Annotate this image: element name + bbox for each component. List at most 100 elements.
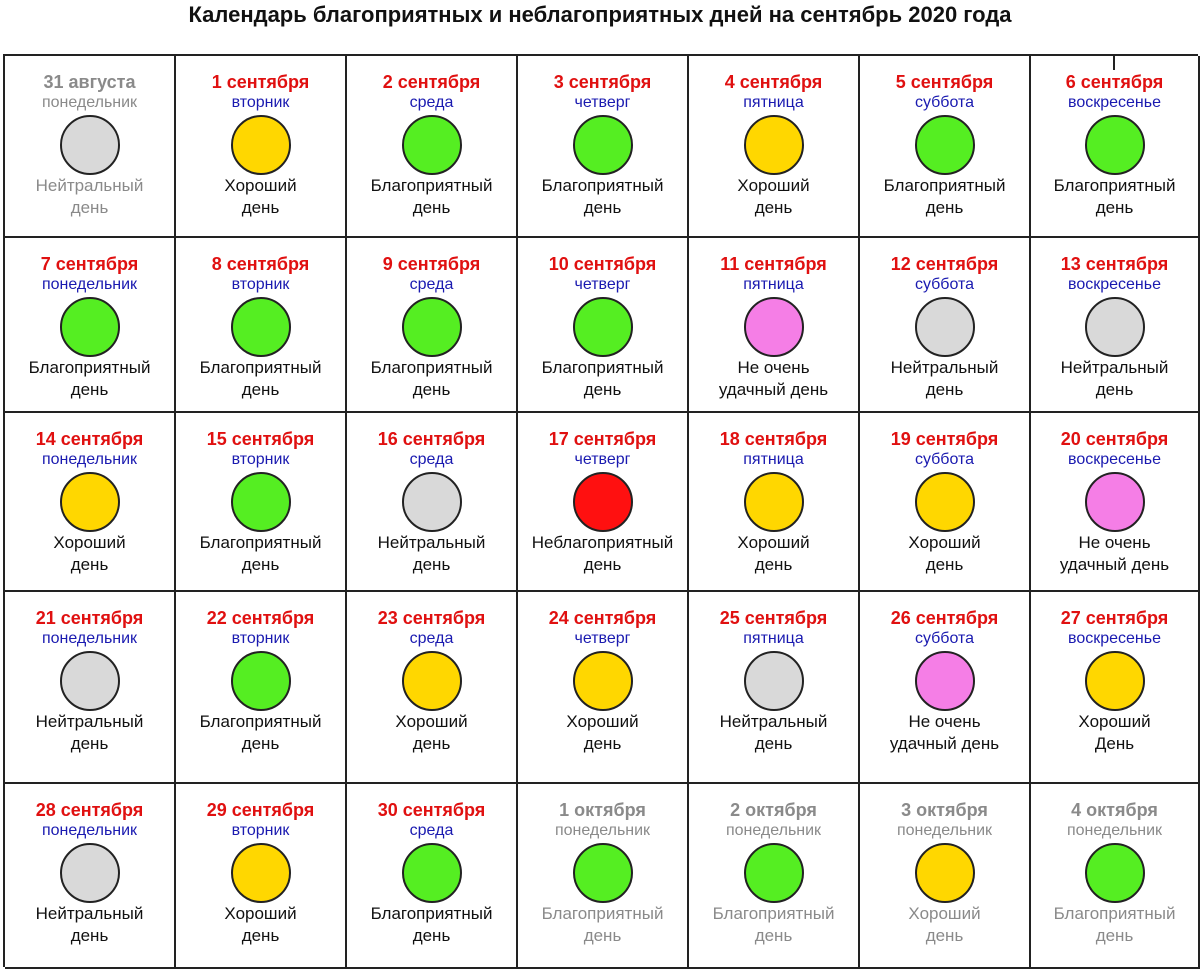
day-weekday: четверг <box>574 630 631 647</box>
day-description: Благоприятный день <box>541 904 664 945</box>
day-cell: 28 сентября понедельник Нейтральный день <box>5 784 176 969</box>
day-status-circle-icon <box>230 472 291 532</box>
day-description: Благоприятный день <box>541 176 664 217</box>
day-weekday: четверг <box>574 276 631 293</box>
day-status-circle-icon <box>1084 115 1145 175</box>
day-description: Хороший день <box>908 904 981 945</box>
day-description: Нейтральный день <box>35 712 144 753</box>
day-description: Нейтральный день <box>35 904 144 945</box>
day-date: 10 сентября <box>548 254 657 274</box>
day-cell: 25 сентября пятница Нейтральный день <box>689 592 860 784</box>
day-weekday: вторник <box>231 822 290 839</box>
day-cell: 21 сентября понедельник Нейтральный день <box>5 592 176 784</box>
day-cell: 26 сентября суббота Не очень удачный день <box>860 592 1031 784</box>
day-cell: 30 сентября среда Благоприятный день <box>347 784 518 969</box>
day-status-circle-icon <box>572 651 633 711</box>
day-status-circle-icon <box>572 297 633 357</box>
day-cell: 6 сентября воскресенье Благоприятный день <box>1031 56 1200 238</box>
day-description: Не очень удачный день <box>889 712 1000 753</box>
day-description: Благоприятный день <box>28 358 151 399</box>
day-cell: 11 сентября пятница Не очень удачный день <box>689 238 860 413</box>
day-weekday: вторник <box>231 630 290 647</box>
day-weekday: среда <box>409 276 454 293</box>
day-date: 31 августа <box>43 72 136 92</box>
day-weekday: вторник <box>231 94 290 111</box>
day-description: Нейтральный день <box>890 358 999 399</box>
day-cell: 8 сентября вторник Благоприятный день <box>176 238 347 413</box>
day-weekday: четверг <box>574 94 631 111</box>
day-weekday: понедельник <box>41 630 138 647</box>
day-weekday: пятница <box>743 276 804 293</box>
divider-tick <box>1113 54 1115 70</box>
day-status-circle-icon <box>230 651 291 711</box>
day-cell: 13 сентября воскресенье Нейтральный день <box>1031 238 1200 413</box>
day-date: 4 октября <box>1071 800 1158 820</box>
day-status-circle-icon <box>1084 651 1145 711</box>
page-title: Календарь благоприятных и неблагоприятны… <box>188 2 1012 27</box>
day-weekday: суббота <box>914 630 975 647</box>
day-status-circle-icon <box>59 843 120 903</box>
day-date: 28 сентября <box>35 800 144 820</box>
day-cell: 1 октября понедельник Благоприятный день <box>518 784 689 969</box>
day-description: Благоприятный день <box>370 904 493 945</box>
day-weekday: среда <box>409 94 454 111</box>
day-date: 8 сентября <box>211 254 310 274</box>
day-date: 16 сентября <box>377 429 486 449</box>
day-description: Благоприятный день <box>199 358 322 399</box>
day-cell: 4 сентября пятница Хороший день <box>689 56 860 238</box>
day-cell: 7 сентября понедельник Благоприятный день <box>5 238 176 413</box>
day-cell: 17 сентября четверг Неблагоприятный день <box>518 413 689 592</box>
day-cell: 12 сентября суббота Нейтральный день <box>860 238 1031 413</box>
day-weekday: понедельник <box>41 451 138 468</box>
day-description: Хороший день <box>53 533 126 574</box>
day-weekday: пятница <box>743 630 804 647</box>
day-cell: 29 сентября вторник Хороший день <box>176 784 347 969</box>
day-weekday: среда <box>409 822 454 839</box>
calendar-grid: 31 августа понедельник Нейтральный день 1 с… <box>3 54 1200 969</box>
day-description: Хороший день <box>566 712 639 753</box>
day-status-circle-icon <box>230 843 291 903</box>
day-date: 17 сентября <box>548 429 657 449</box>
day-status-circle-icon <box>743 472 804 532</box>
day-weekday: суббота <box>914 276 975 293</box>
day-cell: 19 сентября суббота Хороший день <box>860 413 1031 592</box>
day-date: 26 сентября <box>890 608 999 628</box>
day-description: Благоприятный день <box>199 712 322 753</box>
day-cell: 31 августа понедельник Нейтральный день <box>5 56 176 238</box>
day-description: Не очень удачный день <box>718 358 829 399</box>
day-cell: 3 октября понедельник Хороший день <box>860 784 1031 969</box>
day-date: 22 сентября <box>206 608 315 628</box>
day-cell: 15 сентября вторник Благоприятный день <box>176 413 347 592</box>
day-date: 24 сентября <box>548 608 657 628</box>
day-cell: 18 сентября пятница Хороший день <box>689 413 860 592</box>
day-status-circle-icon <box>743 115 804 175</box>
day-status-circle-icon <box>59 297 120 357</box>
day-weekday: понедельник <box>554 822 651 839</box>
day-status-circle-icon <box>743 297 804 357</box>
day-date: 1 сентября <box>211 72 310 92</box>
day-description: Хороший день <box>224 176 297 217</box>
day-date: 6 сентября <box>1065 72 1164 92</box>
day-weekday: суббота <box>914 451 975 468</box>
day-cell: 5 сентября суббота Благоприятный день <box>860 56 1031 238</box>
day-description: Благоприятный день <box>883 176 1006 217</box>
day-date: 15 сентября <box>206 429 315 449</box>
day-cell: 3 сентября четверг Благоприятный день <box>518 56 689 238</box>
day-weekday: понедельник <box>896 822 993 839</box>
day-weekday: понедельник <box>41 94 138 111</box>
day-date: 11 сентября <box>720 254 827 274</box>
day-status-circle-icon <box>59 115 120 175</box>
day-status-circle-icon <box>1084 297 1145 357</box>
day-status-circle-icon <box>914 472 975 532</box>
day-description: Хороший День <box>1078 712 1151 753</box>
day-status-circle-icon <box>401 651 462 711</box>
day-date: 20 сентября <box>1060 429 1169 449</box>
day-status-circle-icon <box>1084 843 1145 903</box>
day-status-circle-icon <box>743 651 804 711</box>
day-cell: 2 сентября среда Благоприятный день <box>347 56 518 238</box>
day-status-circle-icon <box>914 115 975 175</box>
day-weekday: пятница <box>743 94 804 111</box>
day-cell: 23 сентября среда Хороший день <box>347 592 518 784</box>
day-date: 30 сентября <box>377 800 486 820</box>
day-description: Благоприятный день <box>541 358 664 399</box>
